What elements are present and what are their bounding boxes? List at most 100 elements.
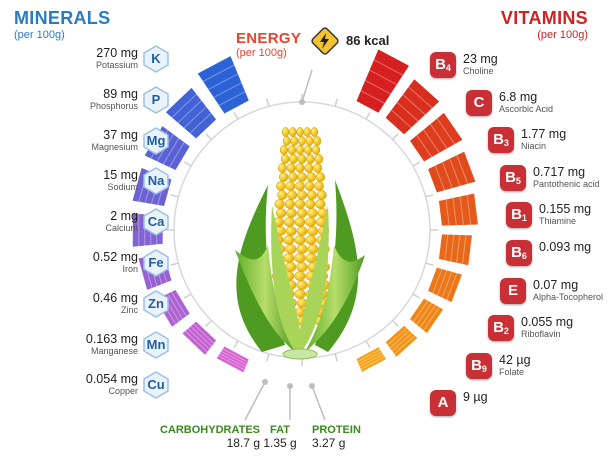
vitamin-bar-stripe bbox=[429, 123, 448, 149]
vitamin-bar-stripe bbox=[357, 349, 381, 362]
mineral-symbol-badge: Mn bbox=[142, 330, 170, 359]
ring-tick bbox=[391, 133, 399, 141]
corn-kernel bbox=[296, 226, 308, 236]
vitamin-text: 0.155 mg Thiamine bbox=[539, 202, 591, 226]
vitamin-badge: B2 bbox=[488, 315, 514, 342]
corn-kernel bbox=[306, 172, 316, 182]
mineral-bar-stripe bbox=[190, 325, 213, 347]
vitamin-row: B9 42 µg Folate bbox=[466, 352, 610, 383]
mineral-row: 2 mg Calcium Ca bbox=[0, 208, 190, 239]
vitamin-subscript: 5 bbox=[515, 175, 521, 186]
corn-kernel bbox=[306, 154, 315, 164]
vitamin-name: Alpha-Tocopherol bbox=[533, 291, 604, 302]
corn-kernel bbox=[313, 163, 323, 173]
vitamin-badge: A bbox=[430, 390, 456, 417]
vitamin-letter: E bbox=[507, 281, 518, 299]
corn-kernel bbox=[281, 127, 290, 137]
mineral-bar-stripe bbox=[162, 138, 180, 165]
mineral-text: 15 mg Sodium bbox=[103, 168, 138, 192]
mineral-bar-stripe bbox=[208, 73, 239, 90]
vitamin-bar-stripe bbox=[391, 109, 412, 129]
mineral-row: 270 mg Potassium K bbox=[0, 45, 190, 76]
vitamin-letter: B bbox=[493, 131, 504, 149]
vitamins-header: VITAMINS (per 100g) bbox=[501, 8, 588, 41]
vitamin-bar-stripe bbox=[358, 351, 382, 365]
mineral-symbol: Cu bbox=[147, 377, 165, 393]
corn-kernel bbox=[296, 262, 308, 272]
mineral-amount: 0.52 mg bbox=[92, 250, 138, 264]
vitamin-subscript: 4 bbox=[445, 63, 451, 73]
corn-kernel bbox=[285, 262, 297, 272]
vitamin-name: Pantothenic acid bbox=[533, 178, 600, 189]
corn-kernel bbox=[294, 289, 306, 299]
vitamin-bar-stripe bbox=[423, 129, 440, 154]
mineral-bar-stripe bbox=[221, 350, 247, 366]
mineral-symbol-badge: Fe bbox=[142, 249, 170, 277]
vitamin-bar-stripe bbox=[402, 94, 426, 115]
corn-kernel bbox=[283, 253, 295, 263]
vitamin-bar-stripe bbox=[456, 155, 469, 184]
corn-kernel bbox=[295, 181, 305, 191]
minerals-subtitle: (per 100g) bbox=[14, 29, 65, 41]
vitamin-badge: B3 bbox=[488, 127, 514, 154]
corn-kernel bbox=[314, 154, 324, 164]
corn-kernel bbox=[296, 280, 308, 290]
vitamin-row: C 6.8 mg Ascorbic Acid bbox=[466, 89, 610, 120]
vitamin-bar-stripe bbox=[436, 118, 456, 145]
vitamin-bar-stripe bbox=[391, 332, 413, 352]
mineral-symbol-badge: K bbox=[142, 45, 170, 73]
corn-kernel bbox=[307, 208, 318, 218]
vitamin-bar-stripe bbox=[450, 234, 455, 262]
macro-fat: FAT 1.35 g bbox=[250, 424, 310, 450]
ring-tick bbox=[365, 111, 371, 120]
vitamin-letter: B bbox=[493, 319, 504, 337]
vitamin-bar-stripe bbox=[446, 273, 458, 301]
mineral-symbol-badge: P bbox=[142, 85, 170, 114]
corn-kernel bbox=[294, 199, 306, 209]
corn-kernel bbox=[315, 199, 326, 209]
corn-kernel bbox=[280, 154, 290, 164]
ring-tick bbox=[365, 340, 371, 349]
ring-tick bbox=[233, 111, 239, 120]
corn-kernel bbox=[316, 190, 327, 200]
corn-kernel bbox=[296, 244, 308, 254]
vitamin-bar-stripe bbox=[359, 353, 384, 368]
energy-subtitle: (per 100g) bbox=[236, 47, 287, 59]
vitamin-subscript: 9 bbox=[481, 363, 487, 374]
vitamin-subscript: 1 bbox=[521, 213, 527, 224]
mineral-bar-stripe bbox=[202, 64, 235, 82]
mineral-symbol: Fe bbox=[148, 255, 164, 270]
mineral-row: 0.054 mg Copper Cu bbox=[0, 371, 190, 402]
mineral-name: Magnesium bbox=[91, 141, 138, 152]
mineral-symbol: Mg bbox=[146, 132, 166, 148]
vitamin-row: B6 0.093 mg bbox=[506, 240, 610, 270]
ring-tick bbox=[205, 319, 213, 327]
mineral-bar-stripe bbox=[167, 293, 184, 320]
vitamin-bar-stripe bbox=[412, 300, 429, 323]
mineral-symbol: Zn bbox=[148, 295, 164, 311]
vitamin-row: B1 0.155 mg Thiamine bbox=[506, 202, 610, 232]
corn-kernel bbox=[276, 181, 286, 191]
mineral-amount: 2 mg bbox=[110, 209, 138, 224]
vitamin-amount: 0.093 mg bbox=[539, 240, 592, 254]
mineral-bar-stripe bbox=[213, 82, 242, 98]
corn-kernel bbox=[303, 145, 313, 155]
corn-kernel bbox=[296, 208, 308, 218]
vitamin-badge: E bbox=[500, 277, 526, 304]
vitamin-bar-stripe bbox=[396, 101, 419, 122]
corn-kernel bbox=[287, 190, 298, 200]
ring-tick bbox=[334, 353, 338, 362]
mineral-text: 89 mg Phosphorus bbox=[90, 87, 138, 111]
ring-tick bbox=[334, 98, 338, 107]
vitamin-bar-stripe bbox=[449, 158, 461, 187]
vitamin-amount: 42 µg bbox=[499, 352, 531, 367]
vitamin-bar-stripe bbox=[445, 199, 450, 226]
corn-kernel bbox=[315, 172, 326, 182]
vitamin-bar-stripe bbox=[432, 268, 443, 294]
vitamin-bar-stripe bbox=[442, 162, 453, 189]
minerals-header: MINERALS (per 100g) bbox=[14, 8, 110, 41]
mineral-bar bbox=[165, 87, 217, 139]
ring-tick bbox=[425, 194, 434, 198]
vitamin-badge: B1 bbox=[506, 202, 532, 229]
